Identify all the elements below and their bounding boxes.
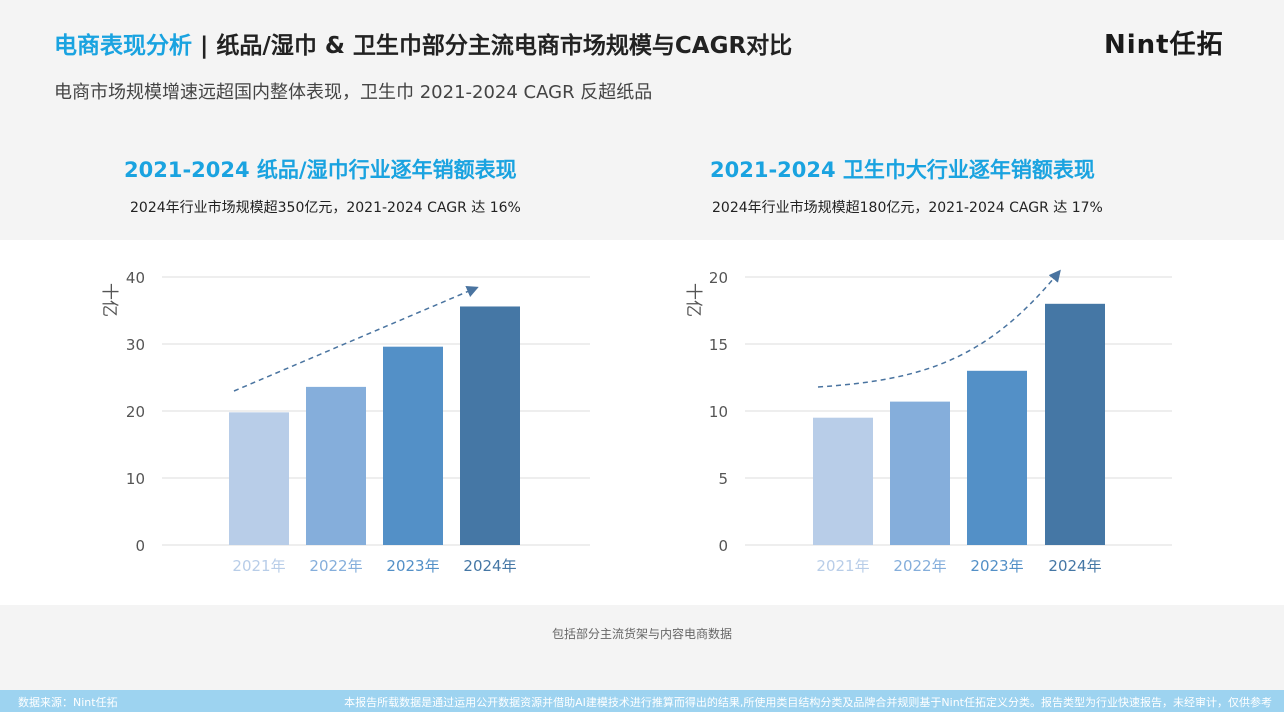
footer-bar: 数据来源：Nint任拓 本报告所载数据是通过运用公开数据资源并借助AI建模技术进… xyxy=(0,690,1284,712)
chart2-subtitle: 2024年行业市场规模超180亿元，2021-2024 CAGR 达 17% xyxy=(712,200,1103,216)
y-axis-label: 十亿 xyxy=(683,283,703,317)
y-tick-label: 5 xyxy=(718,470,728,488)
chart2-title: 2021-2024 卫生巾大行业逐年销额表现 xyxy=(710,158,1095,182)
data-source: 数据来源：Nint任拓 xyxy=(18,696,118,709)
page-subtitle: 电商市场规模增速远超国内整体表现，卫生巾 2021-2024 CAGR 反超纸品 xyxy=(54,82,653,103)
bar-2021年 xyxy=(813,417,873,545)
bar-2023年 xyxy=(383,346,443,545)
bar-2023年 xyxy=(967,370,1027,545)
logo: Nint任拓 xyxy=(1104,30,1224,60)
data-note: 包括部分主流货架与内容电商数据 xyxy=(551,627,732,641)
y-axis-label: 十亿 xyxy=(99,283,119,317)
chart1-subtitle: 2024年行业市场规模超350亿元，2021-2024 CAGR 达 16% xyxy=(130,200,521,216)
page-title: 电商表现分析 | 纸品/湿巾 & 卫生巾部分主流电商市场规模与CAGR对比 xyxy=(54,26,792,60)
x-tick-label: 2024年 xyxy=(1048,557,1101,575)
y-tick-label: 30 xyxy=(126,336,145,354)
y-tick-label: 40 xyxy=(126,269,145,287)
title-accent: 电商表现分析 xyxy=(54,33,192,59)
bar-2022年 xyxy=(306,386,366,545)
y-tick-label: 20 xyxy=(126,403,145,421)
x-tick-label: 2023年 xyxy=(970,557,1023,575)
y-tick-label: 0 xyxy=(135,537,145,555)
y-tick-label: 15 xyxy=(709,336,728,354)
x-tick-label: 2024年 xyxy=(463,557,516,575)
trend-arrow xyxy=(233,286,479,392)
title-main: 纸品/湿巾 & 卫生巾部分主流电商市场规模与CAGR对比 xyxy=(216,33,793,59)
x-tick-label: 2021年 xyxy=(232,557,285,575)
x-tick-label: 2023年 xyxy=(386,557,439,575)
chart1-title: 2021-2024 纸品/湿巾行业逐年销额表现 xyxy=(124,158,517,182)
trend-arrow xyxy=(817,269,1061,388)
x-tick-label: 2021年 xyxy=(816,557,869,575)
x-tick-label: 2022年 xyxy=(309,557,362,575)
y-tick-label: 10 xyxy=(709,403,728,421)
y-tick-label: 10 xyxy=(126,470,145,488)
chart2-panel: 0 5 10 15 20 十亿 2021年 2022年 2023年 2024年 xyxy=(640,240,1284,605)
disclaimer: 本报告所载数据是通过运用公开数据资源并借助AI建模技术进行推算而得出的结果,所使… xyxy=(344,696,1272,709)
chart2: 0 5 10 15 20 十亿 2021年 2022年 2023年 2024年 xyxy=(683,269,1172,575)
bar-2024年 xyxy=(1045,303,1105,545)
y-tick-label: 20 xyxy=(709,269,728,287)
bar-2021年 xyxy=(229,412,289,545)
bar-2024年 xyxy=(460,306,520,545)
y-tick-label: 0 xyxy=(718,537,728,555)
chart1: 0 10 20 30 40 十亿 2021年 2022年 2023年 2024年 xyxy=(99,269,590,575)
x-tick-label: 2022年 xyxy=(893,557,946,575)
chart1-panel: 0 10 20 30 40 十亿 2021年 2022年 2023年 2024年 xyxy=(0,240,640,605)
title-separator: | xyxy=(192,33,217,59)
bar-2022年 xyxy=(890,401,950,545)
